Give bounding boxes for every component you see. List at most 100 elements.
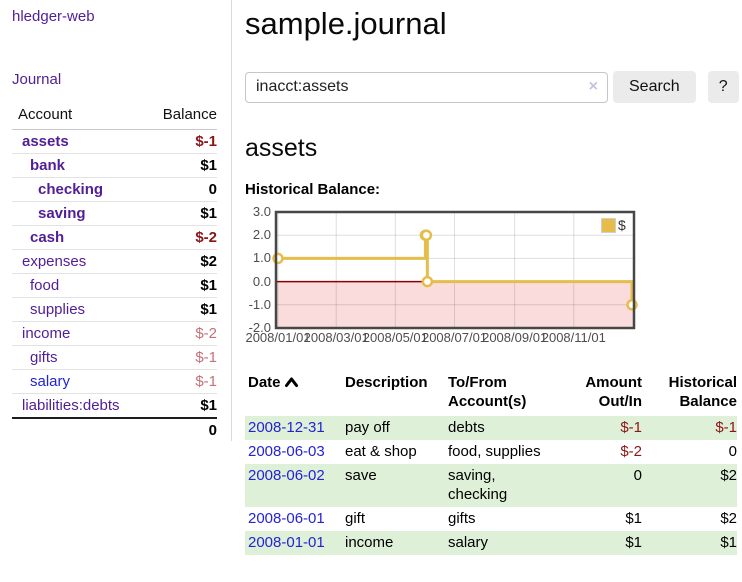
transaction-accounts: salary [448, 534, 489, 551]
transaction-date-link[interactable]: 2008-12-31 [248, 419, 325, 436]
account-balance: $-2 [195, 325, 217, 342]
sidebar: hledger-web Journal Account Balance asse… [0, 0, 232, 441]
account-balance: $-1 [195, 133, 217, 150]
transaction-date-link[interactable]: 2008-06-03 [248, 443, 325, 460]
account-heading: assets [245, 134, 318, 162]
balance-chart-svg [272, 210, 638, 330]
account-link[interactable]: cash [30, 229, 65, 246]
transaction-balance: $-1 [715, 419, 737, 436]
search-button[interactable]: Search [613, 71, 696, 103]
transaction-accounts: debts [448, 419, 485, 436]
account-balance: $1 [200, 301, 217, 318]
accounts-header-account: Account [18, 106, 73, 123]
transaction-date-link[interactable]: 2008-01-01 [248, 534, 325, 551]
transaction-description: gift [345, 510, 366, 527]
account-link[interactable]: liabilities:debts [22, 397, 120, 414]
accounts-table: Account Balance assets $-1 bank $1 check… [12, 102, 217, 443]
legend-swatch-icon [601, 217, 616, 233]
transaction-balance: $1 [720, 534, 737, 551]
x-axis-tick-label: 2008/09/01 [482, 330, 548, 345]
transaction-amount: $-1 [620, 419, 642, 436]
x-axis-tick-label: 2008/07/01 [421, 330, 488, 345]
account-link[interactable]: gifts [30, 349, 58, 366]
help-button[interactable]: ? [707, 71, 739, 103]
transaction-description: income [345, 534, 394, 551]
accounts-header-balance: Balance [162, 106, 217, 123]
transaction-balance: $2 [720, 510, 737, 527]
chart-legend: $ [601, 217, 626, 233]
y-axis-tick-label: 3.0 [252, 204, 271, 219]
account-row-cash[interactable]: cash $-2 [12, 226, 217, 250]
column-header-accounts: To/From Account(s) [448, 374, 527, 410]
account-balance: $1 [200, 397, 217, 414]
account-row-income[interactable]: income $-2 [12, 322, 217, 346]
y-axis-tick-label: 0.0 [252, 273, 271, 289]
transaction-row[interactable]: 2008-12-31 pay off debts $-1 $-1 [245, 416, 737, 440]
legend-label: $ [618, 217, 626, 233]
accounts-total-row: 0 [12, 417, 217, 443]
account-row-bank[interactable]: bank $1 [12, 154, 217, 178]
balance-chart: $ 3.0 2.0 1.0 0.0 -1.0 -2.0 2008/01/01 2008/03/… [245, 204, 739, 356]
y-axis-tick-label: 2.0 [252, 227, 271, 243]
transaction-amount: 0 [633, 467, 642, 484]
account-row-saving[interactable]: saving $1 [12, 202, 217, 226]
transaction-date-link[interactable]: 2008-06-02 [248, 467, 325, 484]
account-row-supplies[interactable]: supplies $1 [12, 298, 217, 322]
account-link[interactable]: income [22, 325, 71, 342]
main-content: sample.journal × Search ? assets Histori… [245, 0, 739, 555]
transaction-row[interactable]: 2008-01-01 income salary $1 $1 [245, 531, 737, 555]
search-input[interactable] [245, 71, 608, 103]
transaction-row[interactable]: 2008-06-02 save saving, checking 0 $2 [245, 464, 737, 507]
account-link[interactable]: food [30, 277, 60, 294]
transaction-amount: $-2 [620, 443, 642, 460]
y-axis-tick-label: -1.0 [248, 296, 271, 312]
account-balance: $1 [200, 205, 217, 222]
transaction-description: save [345, 467, 377, 484]
x-axis-tick-label: 2008/03/01 [303, 330, 369, 345]
account-balance: $2 [200, 253, 217, 270]
account-balance: $-2 [195, 229, 217, 246]
account-row-assets[interactable]: assets $-1 [12, 130, 217, 154]
account-balance: $1 [200, 277, 217, 294]
account-link[interactable]: salary [30, 373, 71, 390]
register-table: Date Description To/From Account(s) Amou… [245, 370, 737, 555]
transaction-row[interactable]: 2008-06-03 eat & shop food, supplies $-2… [245, 440, 737, 464]
y-axis-tick-label: -2.0 [248, 320, 271, 335]
date-header-label: Date [248, 374, 281, 391]
transaction-balance: $2 [720, 467, 737, 484]
register-header-row: Date Description To/From Account(s) Amou… [245, 370, 737, 416]
account-row-food[interactable]: food $1 [12, 274, 217, 298]
transaction-date-link[interactable]: 2008-06-01 [248, 510, 325, 527]
account-row-liabilities-debts[interactable]: liabilities:debts $1 [12, 394, 217, 417]
column-header-balance: Historical Balance [668, 374, 737, 410]
transaction-balance: 0 [728, 443, 737, 460]
account-balance: 0 [208, 181, 217, 198]
transaction-accounts: saving, checking [448, 467, 508, 503]
y-axis-tick-label: 1.0 [252, 250, 271, 266]
account-link[interactable]: assets [22, 133, 69, 150]
transaction-accounts: gifts [448, 510, 476, 527]
transaction-row[interactable]: 2008-06-01 gift gifts $1 $2 [245, 507, 737, 531]
page-title: sample.journal [245, 6, 447, 41]
chart-title: Historical Balance: [245, 181, 381, 198]
account-link[interactable]: checking [38, 181, 104, 198]
account-link[interactable]: saving [38, 205, 86, 222]
column-header-amount: Amount Out/In [585, 374, 642, 410]
account-balance: $1 [200, 157, 217, 174]
account-link[interactable]: bank [30, 157, 66, 174]
transaction-amount: $1 [625, 510, 642, 527]
clear-search-icon[interactable]: × [588, 77, 598, 95]
account-row-checking[interactable]: checking 0 [12, 178, 217, 202]
account-link[interactable]: supplies [30, 301, 86, 318]
sidebar-item-journal[interactable]: Journal [12, 71, 62, 88]
app-title-link[interactable]: hledger-web [12, 8, 95, 25]
account-row-gifts[interactable]: gifts $-1 [12, 346, 217, 370]
transaction-description: eat & shop [345, 443, 417, 460]
account-row-salary[interactable]: salary $-1 [12, 370, 217, 394]
x-axis-tick-label: 2008/05/01 [362, 330, 428, 345]
accounts-table-header: Account Balance [12, 102, 217, 130]
column-header-date[interactable]: Date [245, 370, 345, 416]
account-link[interactable]: expenses [22, 253, 87, 270]
x-axis-tick-label: 2008/11/01 [541, 330, 606, 345]
account-row-expenses[interactable]: expenses $2 [12, 250, 217, 274]
